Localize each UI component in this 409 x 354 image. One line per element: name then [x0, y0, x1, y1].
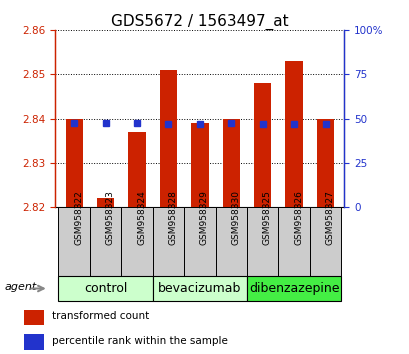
Bar: [24, 334, 45, 350]
Bar: [24, 309, 45, 325]
Text: GSM958330: GSM958330: [231, 190, 240, 245]
Bar: [128, 132, 145, 207]
Bar: [254, 83, 271, 207]
Text: GSM958325: GSM958325: [262, 190, 271, 245]
Bar: [97, 198, 114, 207]
Text: control: control: [84, 282, 127, 295]
Text: agent: agent: [4, 282, 36, 292]
Bar: [246, 276, 340, 301]
Text: bevacizumab: bevacizumab: [158, 282, 241, 295]
Bar: [278, 207, 309, 276]
Text: GSM958322: GSM958322: [74, 190, 83, 245]
Bar: [65, 119, 83, 207]
Text: GSM958323: GSM958323: [106, 190, 115, 245]
Bar: [90, 207, 121, 276]
Bar: [160, 70, 177, 207]
Text: GSM958324: GSM958324: [137, 190, 146, 245]
Bar: [58, 207, 90, 276]
Text: dibenzazepine: dibenzazepine: [248, 282, 339, 295]
Text: GSM958328: GSM958328: [168, 190, 177, 245]
Bar: [316, 119, 333, 207]
Text: GSM958326: GSM958326: [293, 190, 302, 245]
Bar: [58, 276, 153, 301]
Bar: [121, 207, 153, 276]
Bar: [309, 207, 340, 276]
Text: transformed count: transformed count: [52, 311, 149, 321]
Text: GSM958327: GSM958327: [325, 190, 334, 245]
Bar: [246, 207, 278, 276]
Bar: [153, 276, 246, 301]
Bar: [222, 119, 239, 207]
Bar: [184, 207, 215, 276]
Bar: [215, 207, 246, 276]
Title: GDS5672 / 1563497_at: GDS5672 / 1563497_at: [111, 14, 288, 30]
Bar: [153, 207, 184, 276]
Bar: [285, 61, 302, 207]
Text: percentile rank within the sample: percentile rank within the sample: [52, 336, 227, 346]
Text: GSM958329: GSM958329: [200, 190, 208, 245]
Bar: [191, 123, 208, 207]
